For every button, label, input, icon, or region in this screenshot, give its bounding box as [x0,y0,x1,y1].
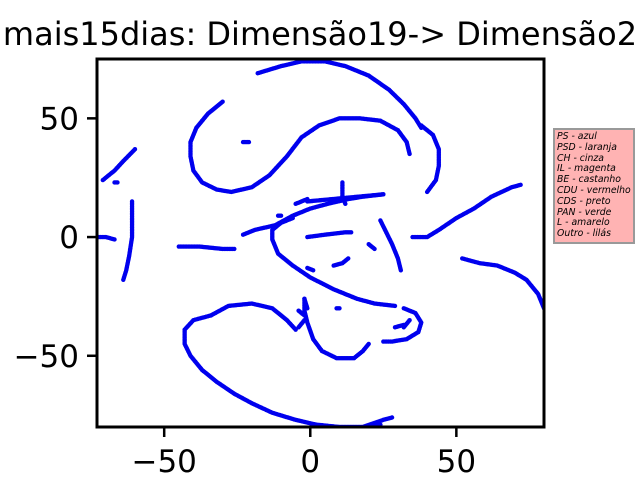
x-tick-label: −50 [131,444,196,480]
y-tick-label: −50 [14,339,79,375]
data-point [407,151,412,157]
data-point [389,415,395,420]
data-point [112,237,117,242]
y-tick-label: 50 [40,101,79,137]
data-point [232,246,237,252]
data-point [366,341,371,347]
data-point [518,182,523,188]
legend-entry-psd: PSD - laranja [557,141,617,153]
chart-title: mais15dias: Dimensão19-> Dimensão2 [2,15,638,53]
data-point [337,306,342,311]
data-point [305,199,310,204]
data-point [246,139,252,145]
data-point [121,277,126,282]
axes-layer: −50 0 50 −50 0 50 [14,57,546,480]
legend-entry-be: BE - castanho [557,174,621,186]
points-layer [97,59,544,427]
plot-frame [95,57,546,429]
legend-entry-ch: CH - cinza [557,152,604,164]
y-tick-label: 0 [59,220,79,256]
legend-entry-pan: PAN - verde [557,206,612,218]
legend-entry-ps: PS - azul [557,131,597,142]
data-point [278,213,284,218]
data-point [424,189,430,195]
data-point [132,147,138,152]
data-point [296,325,301,330]
legend-entry-cdu: CDU - vermelho [557,184,631,196]
data-point [293,201,298,207]
x-tick-label: 50 [437,444,476,480]
legend-entry-outro: Outro - lilás [557,228,611,240]
data-point [348,230,354,235]
data-point [372,246,377,252]
legend-entry-l: L - amarelo [557,217,610,229]
x-tick-label: 0 [300,444,320,480]
data-point [392,303,398,309]
legend-entry-il: IL - magenta [557,163,616,175]
data-point [346,256,351,261]
data-point [310,268,316,273]
data-point [296,308,301,313]
data-point [381,339,386,344]
data-point [293,327,298,332]
data-point [392,325,398,330]
data-point [407,317,412,323]
legend-box: PS - azul PSD - laranja CH - cinza IL - … [553,128,635,244]
data-point [343,201,348,207]
legend-entry-cds: CDS - preto [557,195,611,207]
data-point [398,268,404,273]
data-point [115,180,120,185]
